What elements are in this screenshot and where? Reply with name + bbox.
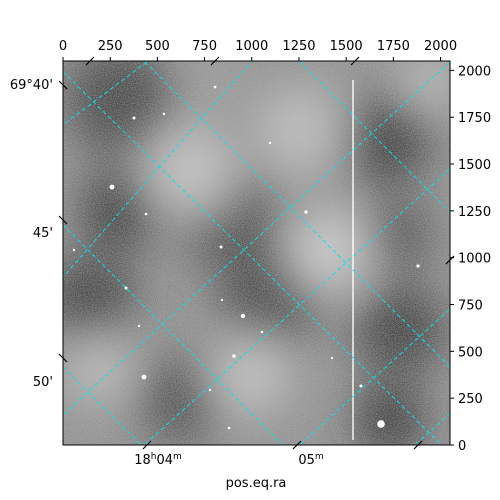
star [416, 264, 420, 268]
world-coordinate-ticks [58, 56, 455, 450]
star [232, 354, 236, 358]
star [144, 212, 148, 216]
y-tick-label: 250 [458, 392, 483, 407]
star [137, 324, 141, 328]
x-tick-label: 0 [59, 39, 67, 54]
wcs-tick-mark [85, 56, 95, 66]
dec-tick-label: 50' [33, 375, 53, 390]
grid-line [63, 61, 253, 278]
star [330, 356, 334, 360]
dec-tick-label: 69°40' [10, 78, 53, 93]
x-tick-label: 1000 [235, 39, 268, 54]
grid-line [63, 224, 284, 445]
ra-tick-mark [292, 440, 302, 450]
wcs-tick-mark [350, 56, 360, 66]
star [240, 313, 246, 319]
y-tick-label: 1750 [458, 111, 491, 126]
star [304, 210, 308, 214]
star [109, 184, 115, 190]
star [377, 420, 385, 428]
ra-tick-mark [413, 440, 423, 450]
x-tick-label: 500 [145, 39, 170, 54]
y-tick-label: 500 [458, 345, 483, 360]
dec-tick-mark [58, 80, 68, 90]
grid-line [63, 61, 450, 416]
star [219, 245, 223, 249]
sky-image [63, 61, 450, 445]
grid-line [298, 308, 450, 445]
ra-tick-label: 05m [298, 452, 323, 468]
x-tick-label: 750 [192, 39, 217, 54]
grid-line [298, 61, 450, 213]
y-tick-label: 2000 [458, 64, 491, 79]
dec-tick-mark [58, 353, 68, 363]
star [162, 112, 166, 116]
star [124, 286, 128, 290]
ra-tick-label: 18h04m [134, 452, 182, 468]
star [220, 298, 224, 302]
x-axis-title: pos.eq.ra [226, 476, 287, 491]
star [359, 384, 363, 388]
ra-tick-mark [142, 440, 152, 450]
star [213, 85, 217, 89]
star [141, 374, 147, 380]
star [260, 330, 264, 334]
y-tick-label: 1000 [458, 252, 491, 267]
x-tick-label: 1250 [282, 39, 315, 54]
wcs-tick-mark [210, 56, 220, 66]
x-tick-label: 250 [98, 39, 123, 54]
star [208, 388, 212, 392]
x-tick-label: 1500 [330, 39, 363, 54]
y-tick-label: 750 [458, 299, 483, 314]
y-tick-label: 1250 [458, 205, 491, 220]
y-tick-label: 1500 [458, 158, 491, 173]
x-pixel-ticks: 0 250 500 750 1000 1250 1500 1750 2000 [59, 39, 457, 61]
y-pixel-ticks: 0 250 500 750 1000 1250 1500 1750 2000 [450, 64, 491, 454]
star [227, 426, 231, 430]
grid-line [63, 61, 149, 126]
star [72, 248, 76, 252]
star [268, 141, 272, 145]
x-tick-label: 1750 [377, 39, 410, 54]
plot-frame [62, 60, 451, 446]
x-tick-label: 2000 [424, 39, 457, 54]
y-tick-label: 0 [458, 439, 466, 454]
dec-tick-label: 45' [33, 226, 53, 241]
wcs-tick-mark [445, 255, 455, 265]
dec-tick-mark [58, 215, 68, 225]
star [132, 116, 136, 120]
